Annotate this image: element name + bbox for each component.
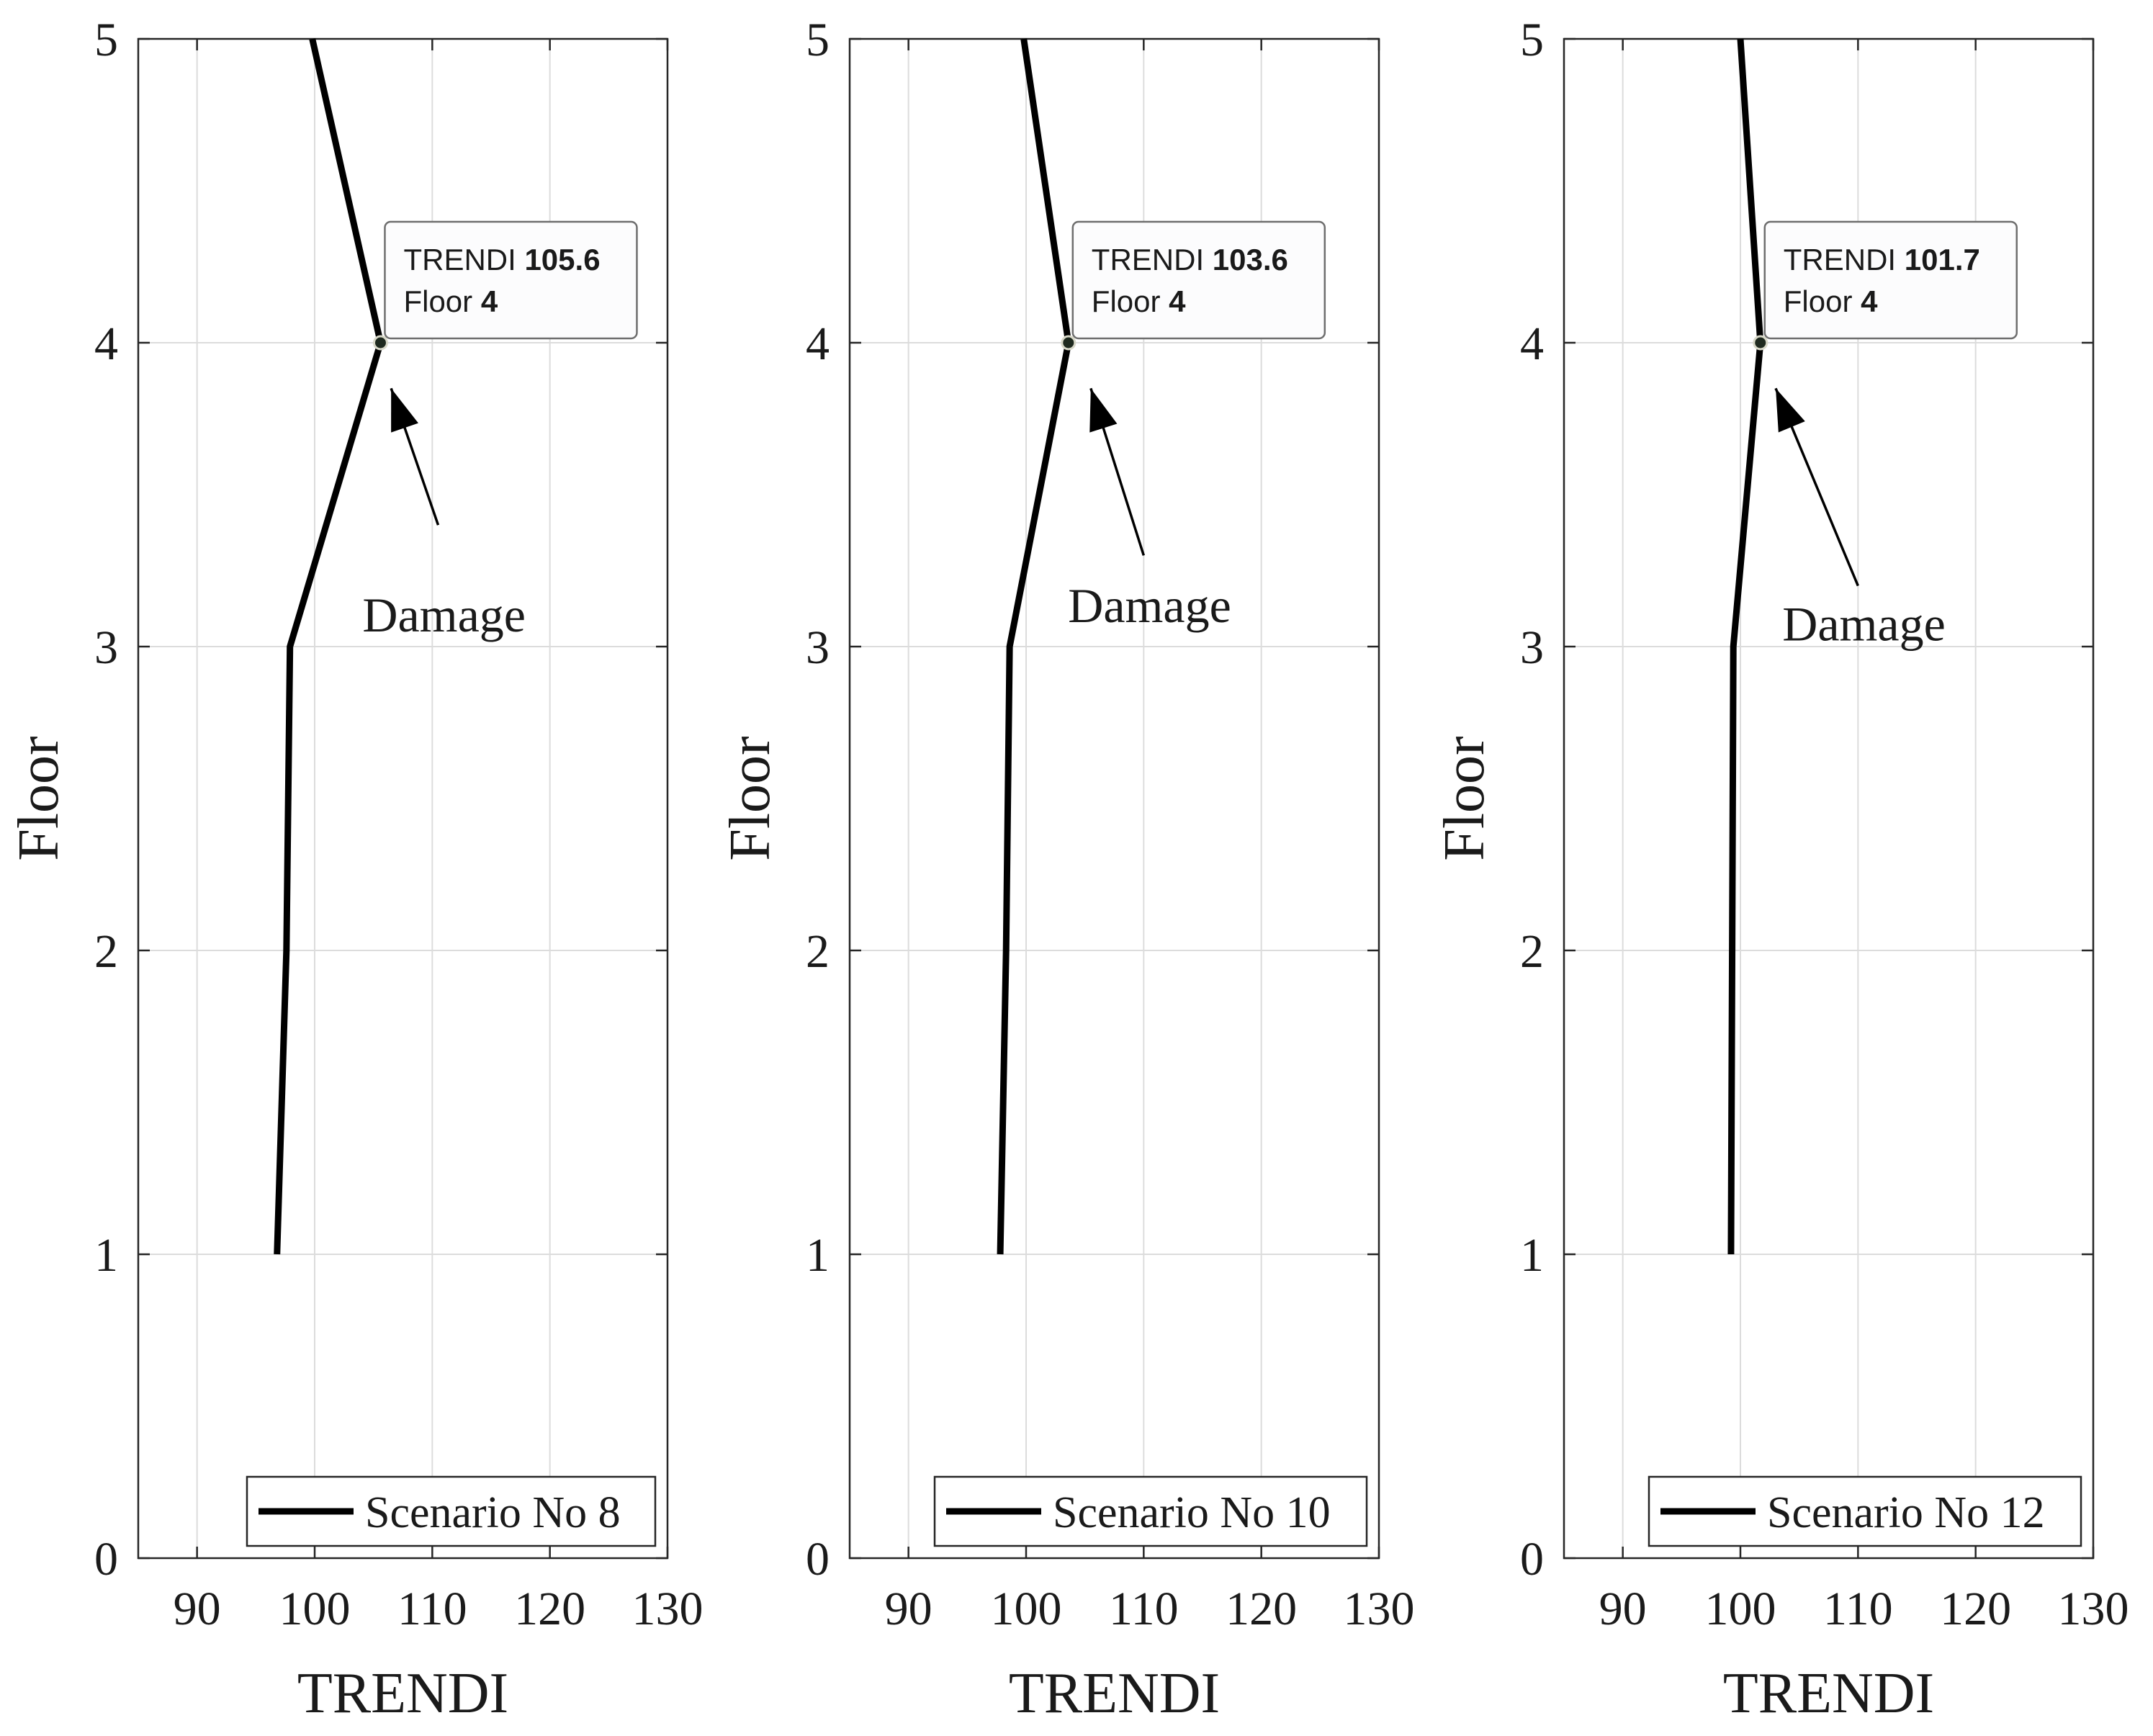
y-axis-label: Floor [7, 736, 71, 860]
x-tick-label: 110 [1109, 1583, 1179, 1635]
x-tick-label: 90 [1599, 1583, 1647, 1635]
datatip-marker [372, 335, 388, 351]
y-tick-label: 2 [1520, 925, 1544, 978]
y-tick-label: 3 [806, 621, 830, 674]
x-tick-label: 120 [1940, 1583, 2011, 1635]
datatip-x-value: 103.6 [1213, 243, 1288, 276]
y-tick-label: 2 [806, 925, 830, 978]
datatip-y-label: Floor [1092, 284, 1169, 318]
series-line [997, 38, 1072, 1255]
x-tick-label: 100 [991, 1583, 1062, 1635]
x-tick-label: 120 [514, 1583, 585, 1635]
y-tick-label: 2 [94, 925, 118, 978]
x-axis-label: TRENDI [1723, 1662, 1934, 1725]
datatip-marker [1061, 335, 1076, 351]
x-tick-label: 130 [632, 1583, 704, 1635]
datatip-y-row: Floor 4 [1092, 284, 1186, 318]
annotation-text: Damage [1782, 597, 1946, 652]
subplot-1: 90 100 110 120 130 0 1 2 3 4 5 TRENDI Floor TRENDI 10… [7, 14, 704, 1725]
series-line [274, 38, 384, 1255]
datatip-y-label: Floor [1784, 284, 1861, 318]
y-tick-label: 4 [94, 318, 118, 370]
datatip-box [384, 220, 638, 340]
annotation-arrow-head [391, 388, 418, 433]
series-line [1727, 38, 1764, 1255]
datatip-x-label: TRENDI [403, 243, 524, 276]
datatip-x-label: TRENDI [1092, 243, 1213, 276]
axes-box [137, 37, 669, 1560]
datatip-x-value: 101.7 [1905, 243, 1980, 276]
legend-label: Scenario No 12 [1767, 1488, 2045, 1537]
datatip-x-label: TRENDI [1784, 243, 1905, 276]
datatip-x-value: 105.6 [524, 243, 600, 276]
y-tick-label: 1 [806, 1229, 830, 1282]
y-tick-label: 4 [806, 318, 830, 370]
x-tick-label: 110 [1823, 1583, 1893, 1635]
y-tick-label: 4 [1520, 318, 1544, 370]
x-tick-label: 130 [2058, 1583, 2129, 1635]
annotation-arrow-head [1089, 388, 1118, 433]
y-tick-label: 3 [94, 621, 118, 674]
legend-label: Scenario No 10 [1053, 1488, 1331, 1537]
y-tick-label: 0 [94, 1533, 118, 1586]
x-tick-label: 90 [885, 1583, 932, 1635]
y-tick-label: 0 [806, 1533, 830, 1586]
datatip-box [1763, 220, 2018, 340]
datatip-x-row: TRENDI 103.6 [1092, 243, 1288, 276]
y-axis-label: Floor [1433, 736, 1496, 860]
x-tick-label: 100 [279, 1583, 351, 1635]
axes-box [1563, 37, 2095, 1560]
y-tick-label: 5 [806, 14, 830, 66]
x-tick-label: 130 [1344, 1583, 1415, 1635]
annotation-text: Damage [1068, 578, 1231, 633]
y-tick-label: 3 [1520, 621, 1544, 674]
annotation-arrow-head [1776, 388, 1805, 433]
x-tick-label: 90 [174, 1583, 221, 1635]
y-tick-label: 5 [94, 14, 118, 66]
legend-label: Scenario No 8 [365, 1488, 621, 1537]
y-tick-label: 5 [1520, 14, 1544, 66]
x-tick-label: 110 [397, 1583, 467, 1635]
y-tick-label: 1 [94, 1229, 118, 1282]
datatip-y-value: 4 [1861, 284, 1878, 318]
y-axis-label: Floor [719, 736, 782, 860]
annotation-text: Damage [362, 588, 526, 642]
x-axis-label: TRENDI [1009, 1662, 1220, 1725]
datatip-box [1071, 220, 1326, 340]
y-tick-label: 1 [1520, 1229, 1544, 1282]
x-axis-label: TRENDI [297, 1662, 508, 1725]
subplot-2: 90 100 110 120 130 0 1 2 3 4 5 TRENDI Floor TRENDI 10… [719, 14, 1415, 1725]
datatip-marker [1753, 335, 1768, 351]
datatip-y-row: Floor 4 [1784, 284, 1878, 318]
y-tick-label: 0 [1520, 1533, 1544, 1586]
datatip-y-value: 4 [1169, 284, 1186, 318]
subplot-3: 90 100 110 120 130 0 1 2 3 4 5 TRENDI Floor TRENDI 10… [1433, 14, 2129, 1725]
axes-box [848, 37, 1380, 1560]
x-tick-label: 100 [1705, 1583, 1776, 1635]
datatip-y-row: Floor 4 [403, 284, 498, 318]
datatip-x-row: TRENDI 105.6 [403, 243, 600, 276]
x-tick-label: 120 [1226, 1583, 1297, 1635]
datatip-x-row: TRENDI 101.7 [1784, 243, 1980, 276]
datatip-y-value: 4 [481, 284, 498, 318]
datatip-y-label: Floor [403, 284, 480, 318]
